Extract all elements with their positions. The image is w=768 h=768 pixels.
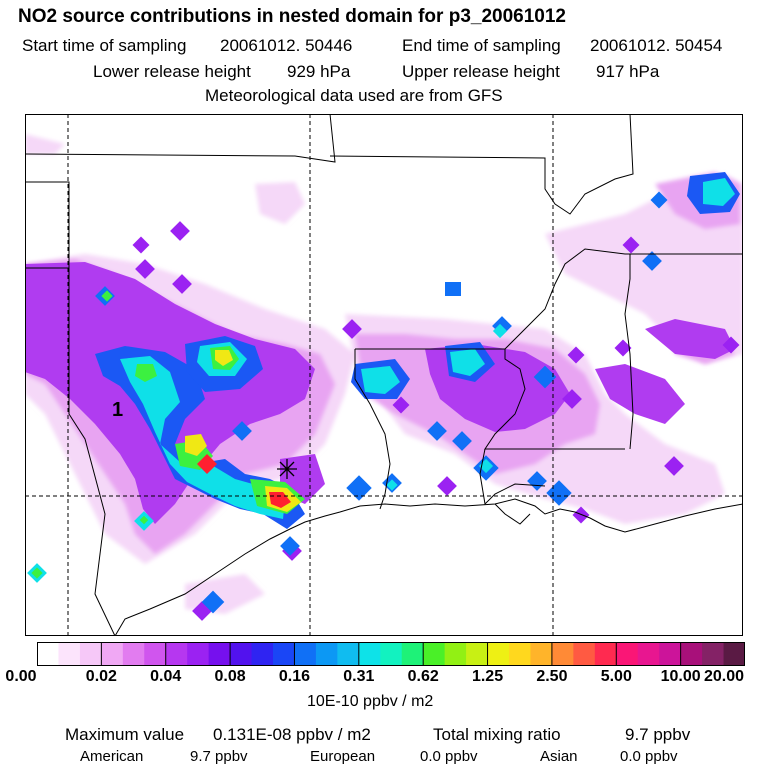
colorbar-tick-label: 1.25 bbox=[471, 668, 504, 685]
colorbar-units: 10E-10 ppbv / m2 bbox=[307, 693, 434, 710]
max-value-label: Maximum value bbox=[65, 725, 185, 744]
colorbar-tick-label: 0.16 bbox=[278, 668, 311, 685]
colorbar-segment bbox=[315, 642, 338, 666]
map-title: NO2 source contributions in nested domai… bbox=[18, 6, 566, 27]
colorbar-segment bbox=[702, 642, 725, 666]
state-boundaries bbox=[25, 114, 743, 636]
colorbar-segment bbox=[509, 642, 532, 666]
colorbar-segment bbox=[573, 642, 596, 666]
colorbar-tick-label: 2.50 bbox=[536, 668, 568, 685]
colorbar-segment bbox=[444, 642, 467, 666]
colorbar-segment bbox=[337, 642, 360, 666]
colorbar-segment bbox=[251, 642, 274, 666]
colorbar-segment bbox=[680, 642, 703, 666]
colorbar-tick-label: 5.00 bbox=[600, 668, 632, 685]
colorbar-segment bbox=[530, 642, 553, 666]
max-value: 0.131E-08 ppbv / m2 bbox=[213, 725, 371, 744]
colorbar-segment bbox=[230, 642, 253, 666]
colorbar-segment bbox=[122, 642, 145, 666]
colorbar-tick-label: 0.00 bbox=[5, 668, 37, 685]
colorbar-segment bbox=[551, 642, 574, 666]
colorbar-segment bbox=[101, 642, 124, 666]
colorbar-segment bbox=[358, 642, 381, 666]
colorbar-segment bbox=[37, 642, 60, 666]
upper-release-value: 917 hPa bbox=[596, 62, 660, 81]
colorbar-segment bbox=[165, 642, 188, 666]
end-time-label: End time of sampling bbox=[402, 36, 561, 55]
start-time-value: 20061012. 50446 bbox=[220, 36, 353, 55]
colorbar-segment bbox=[294, 642, 317, 666]
colorbar-segment bbox=[594, 642, 617, 666]
european-value: 0.0 ppbv bbox=[420, 748, 478, 765]
colorbar-segment bbox=[380, 642, 403, 666]
lat-lon-grid bbox=[25, 114, 743, 636]
concentration-map: 1 bbox=[25, 114, 743, 636]
asian-label: Asian bbox=[540, 748, 578, 765]
met-data-note: Meteorological data used are from GFS bbox=[205, 86, 503, 105]
colorbar-tick-label: 0.62 bbox=[407, 668, 439, 685]
end-time-value: 20061012. 50454 bbox=[590, 36, 723, 55]
colorbar-tick-label: 0.08 bbox=[214, 668, 246, 685]
lower-release-value: 929 hPa bbox=[287, 62, 351, 81]
colorbar-segment bbox=[144, 642, 167, 666]
european-label: European bbox=[310, 748, 376, 765]
american-value: 9.7 ppbv bbox=[190, 748, 248, 765]
colorbar-tick-label: 20.00 bbox=[703, 668, 745, 685]
upper-release-label: Upper release height bbox=[402, 62, 560, 81]
release-point-marker bbox=[277, 459, 297, 479]
colorbar-segment bbox=[637, 642, 660, 666]
trajectory-marker-label: 1 bbox=[112, 399, 123, 421]
colorbar-segment bbox=[487, 642, 510, 666]
american-label: American bbox=[80, 748, 144, 765]
colorbar-tick-label: 0.04 bbox=[150, 668, 182, 685]
colorbar bbox=[37, 642, 745, 666]
colorbar-segment bbox=[401, 642, 424, 666]
colorbar-tick-label: 0.02 bbox=[85, 668, 117, 685]
colorbar-segment bbox=[423, 642, 446, 666]
colorbar-border bbox=[37, 642, 745, 666]
colorbar-segment bbox=[208, 642, 231, 666]
colorbar-tick-label: 10.00 bbox=[660, 668, 701, 685]
colorbar-segment bbox=[659, 642, 682, 666]
colorbar-segment bbox=[466, 642, 489, 666]
total-mixing-label: Total mixing ratio bbox=[433, 725, 561, 744]
total-mixing-value: 9.7 ppbv bbox=[625, 725, 691, 744]
coastline bbox=[114, 498, 743, 636]
start-time-label: Start time of sampling bbox=[22, 36, 187, 55]
lower-release-label: Lower release height bbox=[93, 62, 251, 81]
colorbar-segment bbox=[187, 642, 210, 666]
colorbar-segment bbox=[79, 642, 102, 666]
asian-value: 0.0 ppbv bbox=[620, 748, 678, 765]
colorbar-segment bbox=[723, 642, 745, 666]
colorbar-segment bbox=[616, 642, 639, 666]
colorbar-segment bbox=[58, 642, 81, 666]
colorbar-tick-label: 0.31 bbox=[343, 668, 375, 685]
colorbar-segment bbox=[273, 642, 296, 666]
